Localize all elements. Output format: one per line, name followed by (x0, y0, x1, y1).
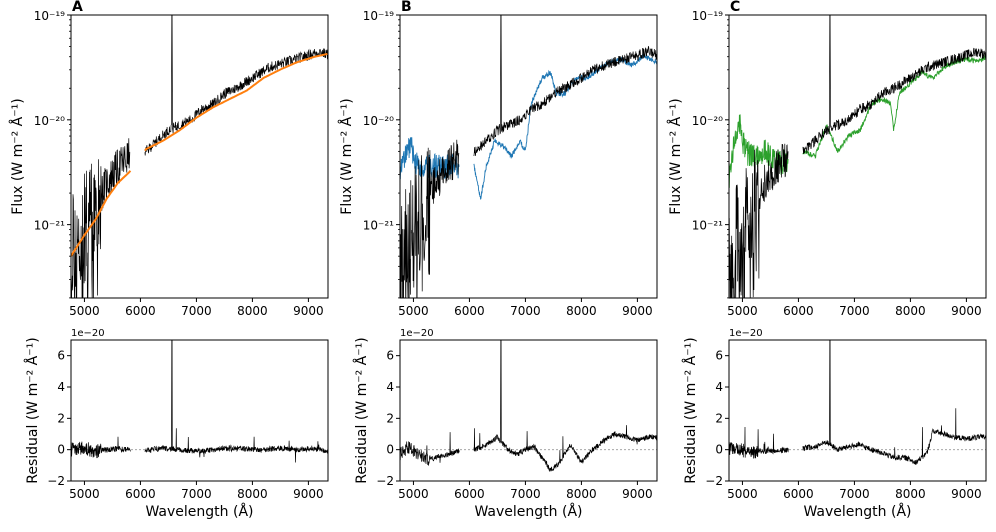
x-tick-label: 7000 (181, 487, 212, 501)
residual-offset-label: 1e−20 (400, 328, 434, 339)
y-tick-label: 10⁻²¹ (363, 219, 394, 233)
x-tick-label: 7000 (839, 304, 870, 318)
observed-spectrum (400, 15, 657, 298)
x-tick-label: 9000 (622, 304, 653, 318)
x-tick-label: 8000 (566, 487, 597, 501)
flux-axes-frame (728, 14, 987, 299)
x-tick-label: 6000 (454, 304, 485, 318)
x-tick-label: 5000 (398, 304, 429, 318)
flux-axes-frame (70, 14, 329, 299)
y-tick-label: 0 (715, 443, 723, 457)
flux-axis-label: Flux (W m⁻² Å⁻¹) (338, 98, 355, 214)
x-axis-label: Wavelength (Å) (803, 503, 911, 520)
y-tick-label: 6 (715, 349, 723, 363)
residual-axis-label: Residual (W m⁻² Å⁻¹) (24, 337, 41, 483)
x-tick-label: 9000 (951, 487, 982, 501)
panel-letter: B (401, 0, 412, 15)
x-tick-label: 8000 (895, 304, 926, 318)
y-tick-label: −2 (376, 474, 394, 488)
y-tick-label: 4 (715, 380, 723, 394)
x-tick-label: 9000 (293, 304, 324, 318)
panel-letter: A (72, 0, 83, 15)
residual-axes-frame (399, 339, 658, 482)
x-tick-label: 5000 (69, 304, 100, 318)
x-axis-label: Wavelength (Å) (474, 503, 582, 520)
residual-spectrum (729, 340, 986, 465)
x-tick-label: 9000 (951, 304, 982, 318)
y-tick-label: 10⁻²⁰ (363, 114, 394, 128)
y-tick-label: 2 (715, 411, 723, 425)
x-tick-label: 7000 (181, 304, 212, 318)
y-tick-label: 0 (57, 443, 65, 457)
flux-axis-label: Flux (W m⁻² Å⁻¹) (667, 98, 684, 214)
flux-axes-frame (399, 14, 658, 299)
y-tick-label: 10⁻²¹ (34, 219, 65, 233)
y-tick-label: 2 (386, 411, 394, 425)
y-tick-label: 10⁻²¹ (692, 219, 723, 233)
y-tick-label: 10⁻¹⁹ (34, 9, 65, 23)
panel-a: 5000 6000 7000 8000 9000 10⁻²¹ 10⁻²⁰ 10⁻¹⁹ Flux … (9, 0, 329, 520)
residual-offset-label: 1e−20 (71, 328, 105, 339)
x-tick-label: 6000 (783, 487, 814, 501)
y-tick-label: 10⁻²⁰ (34, 114, 65, 128)
x-tick-label: 8000 (566, 304, 597, 318)
x-tick-label: 6000 (454, 487, 485, 501)
y-tick-label: 10⁻²⁰ (692, 114, 723, 128)
x-tick-label: 8000 (237, 487, 268, 501)
x-tick-label: 9000 (293, 487, 324, 501)
residual-offset-label: 1e−20 (729, 328, 763, 339)
observed-spectrum (71, 15, 328, 298)
x-tick-label: 6000 (125, 304, 156, 318)
x-tick-label: 5000 (69, 487, 100, 501)
x-tick-label: 5000 (398, 487, 429, 501)
residual-axes-frame (728, 339, 987, 482)
x-tick-label: 6000 (125, 487, 156, 501)
y-tick-label: 10⁻¹⁹ (692, 9, 723, 23)
x-tick-label: 7000 (839, 487, 870, 501)
x-tick-label: 8000 (237, 304, 268, 318)
residual-spectrum (71, 340, 328, 463)
y-tick-label: −2 (47, 474, 65, 488)
y-tick-label: 2 (57, 411, 65, 425)
panel-letter: C (730, 0, 740, 15)
model-spectrum-a (71, 52, 328, 257)
y-tick-label: 4 (57, 380, 65, 394)
y-tick-label: −2 (705, 474, 723, 488)
panel-b: 5000 6000 7000 8000 9000 10⁻²¹ 10⁻²⁰ 10⁻¹⁹ Flux … (338, 0, 658, 520)
residual-axis-label: Residual (W m⁻² Å⁻¹) (353, 337, 370, 483)
x-tick-label: 7000 (510, 487, 541, 501)
residual-axis-label: Residual (W m⁻² Å⁻¹) (682, 337, 699, 483)
y-tick-label: 6 (57, 349, 65, 363)
model-spectrum-c (729, 55, 986, 188)
y-tick-label: 10⁻¹⁹ (363, 9, 394, 23)
y-tick-label: 0 (386, 443, 394, 457)
residual-spectrum (400, 340, 657, 473)
x-tick-label: 6000 (783, 304, 814, 318)
observed-spectrum (729, 15, 986, 298)
x-tick-label: 7000 (510, 304, 541, 318)
x-tick-label: 8000 (895, 487, 926, 501)
panel-c: 5000 6000 7000 8000 9000 10⁻²¹ 10⁻²⁰ 10⁻¹⁹ Flux … (667, 0, 987, 520)
x-tick-label: 5000 (727, 487, 758, 501)
x-tick-label: 9000 (622, 487, 653, 501)
flux-axis-label: Flux (W m⁻² Å⁻¹) (9, 98, 26, 214)
y-tick-label: 4 (386, 380, 394, 394)
x-axis-label: Wavelength (Å) (145, 503, 253, 520)
x-tick-label: 5000 (727, 304, 758, 318)
residual-axes-frame (70, 339, 329, 482)
y-tick-label: 6 (386, 349, 394, 363)
